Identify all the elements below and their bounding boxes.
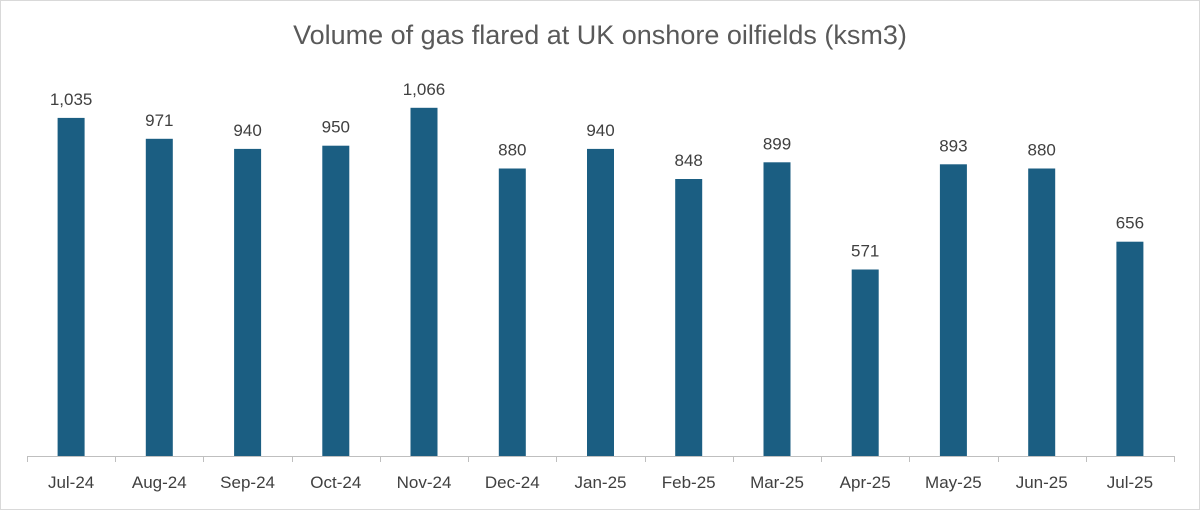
data-label: 950 <box>322 118 350 137</box>
data-label: 880 <box>498 141 526 160</box>
data-label: 971 <box>145 111 173 130</box>
bar <box>851 269 879 456</box>
data-label: 656 <box>1116 214 1144 233</box>
data-labels-layer: 1,035 971 940 950 1,066 880 940 848 899 571 893 880… <box>50 80 1144 261</box>
x-axis-tick-labels: Jul-24 Aug-24 Sep-24 Oct-24 Nov-24 Dec-24 Jan-… <box>48 473 1153 492</box>
data-label: 899 <box>763 134 791 153</box>
data-label: 1,066 <box>403 80 446 99</box>
x-tick-label: Apr-25 <box>840 473 891 492</box>
data-label: 571 <box>851 242 879 261</box>
bar <box>763 162 791 457</box>
data-label: 848 <box>675 151 703 170</box>
x-tick-label: Dec-24 <box>485 473 540 492</box>
bar <box>410 107 438 457</box>
x-tick-label: Mar-25 <box>750 473 804 492</box>
bar <box>587 148 614 456</box>
bar <box>145 138 173 457</box>
bar <box>675 179 703 456</box>
bar <box>57 117 85 457</box>
data-label: 940 <box>233 121 261 140</box>
x-tick-label: Jul-24 <box>48 473 94 492</box>
bar <box>234 148 262 456</box>
x-tick-label: May-25 <box>925 473 982 492</box>
bar <box>498 168 526 456</box>
x-tick-label: Jul-25 <box>1107 473 1153 492</box>
x-tick-label: Jan-25 <box>575 473 627 492</box>
bar <box>322 145 350 456</box>
x-tick-label: Nov-24 <box>397 473 452 492</box>
x-tick-label: Jun-25 <box>1016 473 1068 492</box>
bar <box>1028 168 1056 456</box>
data-label: 1,035 <box>50 90 93 109</box>
x-tick-label: Oct-24 <box>310 473 361 492</box>
data-label: 893 <box>939 136 967 155</box>
bar <box>1116 241 1144 456</box>
bars-layer <box>57 107 1144 457</box>
x-axis-ticks <box>27 456 1175 462</box>
x-tick-label: Aug-24 <box>132 473 187 492</box>
x-tick-label: Feb-25 <box>662 473 716 492</box>
chart-title: Volume of gas flared at UK onshore oilfi… <box>293 20 907 50</box>
x-tick-label: Sep-24 <box>220 473 275 492</box>
data-label: 940 <box>586 121 614 140</box>
bar <box>939 164 967 457</box>
data-label: 880 <box>1028 141 1056 160</box>
